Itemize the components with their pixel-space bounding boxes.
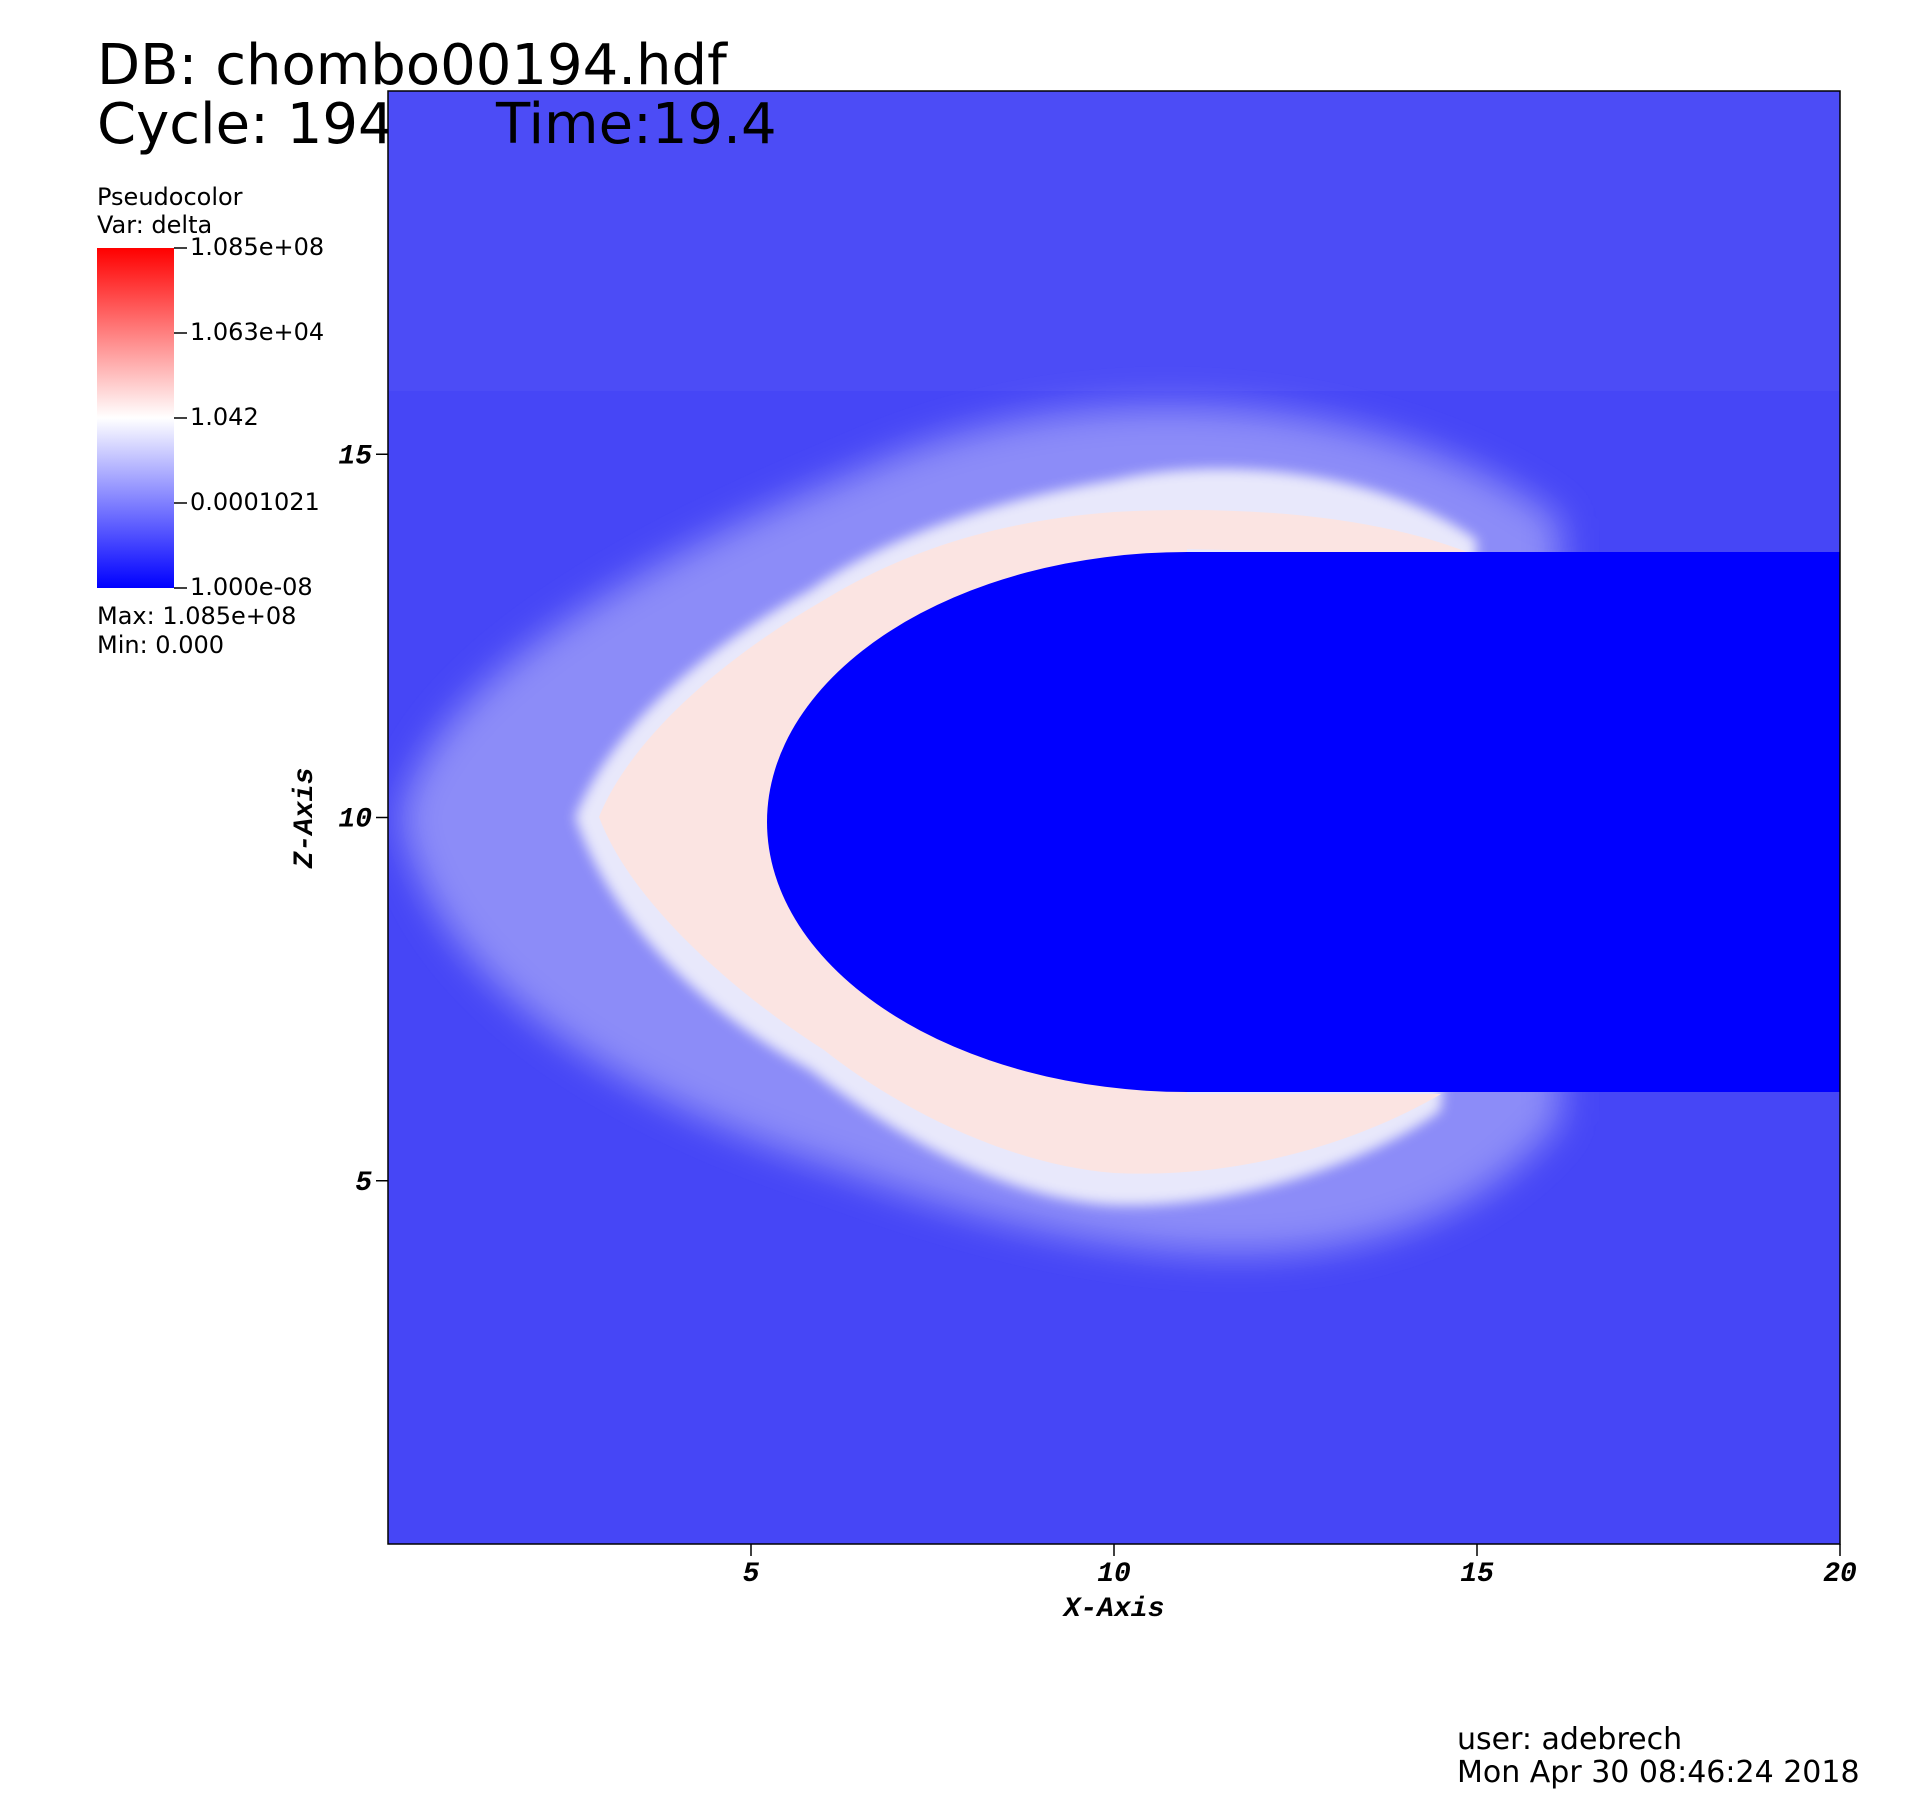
x-tick-label: 20: [1823, 1559, 1857, 1590]
colorbar-tick-label: 1.000e-08: [190, 573, 313, 601]
y-tick-label: 10: [338, 805, 372, 836]
colorbar-tick-label: 0.0001021: [190, 488, 320, 516]
x-tick-label: 10: [1097, 1559, 1131, 1590]
legend-min: Min: 0.000: [97, 631, 224, 659]
field: [388, 91, 1840, 1544]
db-title: DB: chombo00194.hdf: [97, 33, 728, 98]
colorbar: [97, 248, 174, 588]
legend-max: Max: 1.085e+08: [97, 602, 296, 630]
footer-date: Mon Apr 30 08:46:24 2018: [1457, 1755, 1860, 1790]
field-haze: [388, 91, 1840, 391]
footer-user: user: adebrech: [1457, 1722, 1682, 1757]
y-tick-label: 5: [355, 1168, 372, 1199]
x-axis-label: X-Axis: [1062, 1594, 1165, 1625]
legend-plot: Pseudocolor: [97, 183, 243, 211]
cycle: Cycle: 194: [97, 92, 394, 157]
legend-var: Var: delta: [97, 211, 212, 239]
x-tick-label: 5: [743, 1559, 760, 1590]
y-tick-label: 15: [338, 441, 372, 472]
cavity-tail: [1187, 552, 1840, 1092]
colorbar-tick-label: 1.085e+08: [190, 233, 324, 261]
x-tick-label: 15: [1460, 1559, 1494, 1590]
time: Time:19.4: [495, 92, 777, 157]
colorbar-tick-label: 1.042: [190, 403, 259, 431]
y-axis-label: Z-Axis: [290, 768, 321, 870]
colorbar-tick-label: 1.063e+04: [190, 318, 324, 346]
